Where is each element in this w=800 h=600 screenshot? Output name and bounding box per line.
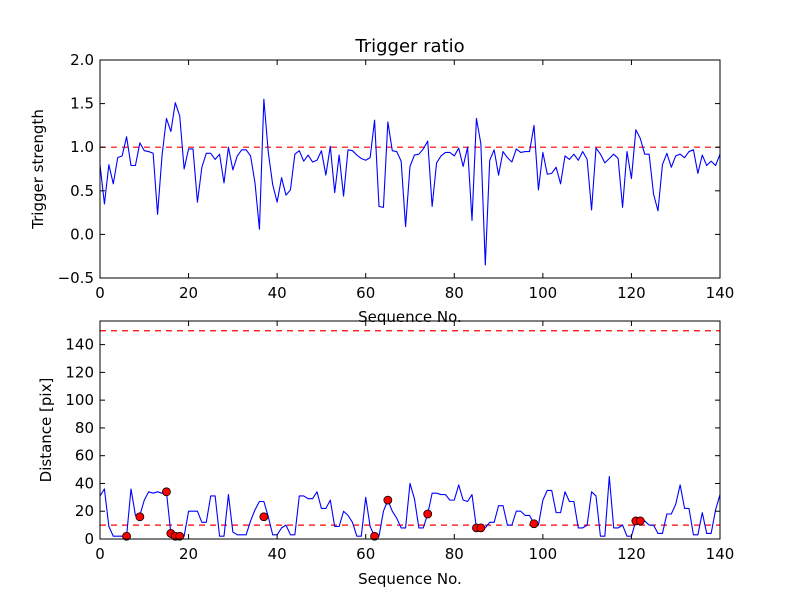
y-tick-label: 100 [65, 391, 94, 409]
data-point [175, 531, 185, 541]
x-tick-label: 20 [179, 284, 198, 302]
x-tick-label: 0 [95, 284, 105, 302]
x-tick-label: 0 [95, 545, 105, 563]
data-point [135, 512, 145, 522]
y-tick-label: 0 [84, 530, 94, 548]
x-tick-label: 140 [706, 545, 735, 563]
y-tick-label: 20 [75, 502, 94, 520]
x-tick-label: 140 [706, 284, 735, 302]
x-tick-label: 100 [529, 284, 558, 302]
y-axis-ticks: 0 20 40 60 80 100 120 140 [65, 336, 720, 548]
y-tick-label: 80 [75, 419, 94, 437]
data-point [635, 516, 645, 526]
data-point [370, 531, 379, 541]
y-tick-label: 1.5 [70, 95, 94, 113]
y-axis-label: Trigger strength [29, 109, 47, 230]
data-point [122, 531, 131, 541]
y-tick-label: 0.0 [70, 225, 94, 243]
data-point [383, 495, 393, 505]
plot-frame [99, 59, 721, 279]
y-axis-label: Distance [pix] [37, 378, 55, 483]
y-tick-label: 40 [75, 474, 94, 492]
series-line [99, 98, 721, 266]
highlighted-points [122, 487, 645, 541]
x-tick-label: 20 [179, 545, 198, 563]
x-tick-label: 60 [356, 545, 375, 563]
y-tick-label: 140 [65, 336, 94, 354]
data-point [476, 523, 486, 533]
x-tick-label: 60 [356, 284, 375, 302]
x-tick-label: 40 [268, 284, 287, 302]
x-tick-label: 120 [617, 545, 646, 563]
y-tick-label: −0.5 [58, 269, 94, 287]
x-axis-label: Sequence No. [358, 308, 462, 326]
x-axis-label: Sequence No. [358, 570, 462, 588]
x-tick-label: 80 [445, 545, 464, 563]
data-series [99, 98, 721, 266]
x-axis-ticks: 0 20 40 60 80 100 120 140 [95, 60, 734, 302]
distance-chart: 0 20 40 60 80 100 120 140 0 20 40 60 80 100 120 140 Se… [37, 320, 734, 588]
y-axis-ticks: −0.5 0.0 0.5 1.0 1.5 2.0 [58, 51, 720, 287]
y-tick-label: 120 [65, 363, 94, 381]
data-series [99, 475, 721, 537]
reference-lines [100, 330, 720, 526]
y-tick-label: 60 [75, 447, 94, 465]
data-point [162, 487, 171, 497]
series-line [99, 475, 721, 537]
data-point [423, 509, 433, 519]
y-tick-label: 1.0 [70, 138, 94, 156]
data-point [259, 512, 269, 522]
y-tick-label: 2.0 [70, 51, 94, 69]
x-tick-label: 100 [529, 545, 558, 563]
x-tick-label: 120 [617, 284, 646, 302]
chart-title: Trigger ratio [354, 36, 464, 57]
y-tick-label: 0.5 [70, 182, 94, 200]
x-tick-label: 80 [445, 284, 464, 302]
x-tick-label: 40 [268, 545, 287, 563]
data-point [529, 519, 539, 529]
plot-frame [99, 320, 721, 540]
x-axis-ticks: 0 20 40 60 80 100 120 140 [95, 321, 734, 563]
